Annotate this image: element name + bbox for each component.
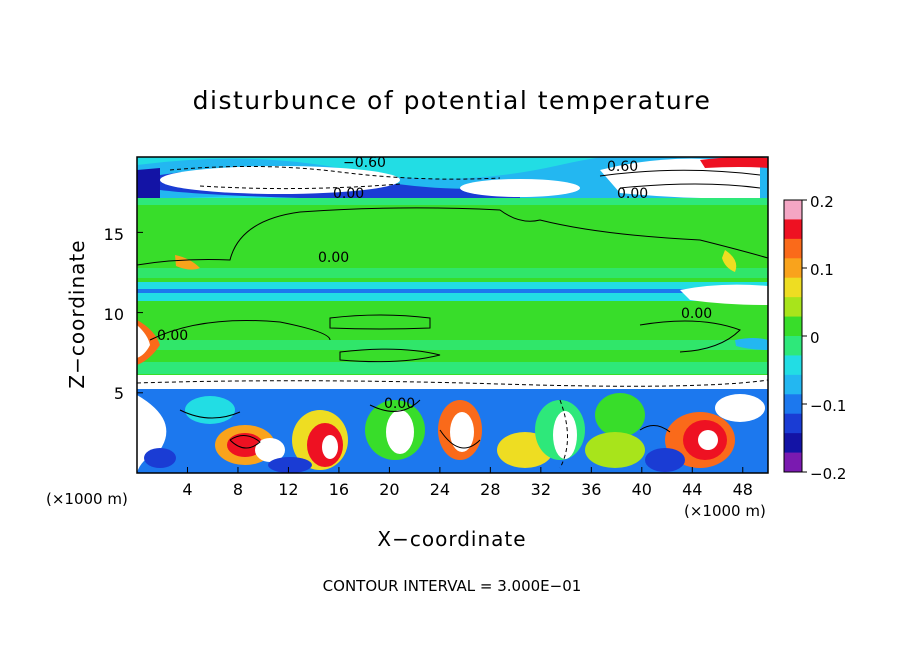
- contour-lines: [137, 165, 768, 469]
- colorbar-tick-label: 0.1: [810, 261, 834, 279]
- colorbar-swatch: [784, 336, 802, 356]
- colorbar-swatch: [784, 238, 802, 259]
- colorbar-tick-label: 0.2: [810, 193, 834, 211]
- y-tick-label: 5: [113, 384, 124, 403]
- x-tick-label: 12: [278, 480, 299, 499]
- x-tick-label: 40: [631, 480, 652, 499]
- x-unit-label: (×1000 m): [684, 502, 766, 520]
- colorbar-swatch: [784, 316, 802, 337]
- contour-label: 0.00: [681, 306, 712, 322]
- contour-label: 0.00: [617, 186, 648, 202]
- colorbar-tick-label: −0.1: [810, 397, 847, 415]
- colorbar-swatch: [784, 258, 802, 279]
- y-axis-label: Z−coordinate: [65, 239, 89, 389]
- x-tick-label: 28: [480, 480, 501, 499]
- colorbar-swatch: [784, 374, 802, 395]
- x-axis-label: X−coordinate: [377, 527, 527, 551]
- x-unit-label: (×1000 m): [46, 490, 128, 508]
- x-tick-label: 20: [379, 480, 400, 499]
- colorbar-swatch: [784, 452, 802, 473]
- plot-frame: [136, 156, 769, 474]
- x-tick-label: 36: [581, 480, 602, 499]
- colorbar-swatch: [784, 394, 802, 415]
- colorbar-frame: [783, 199, 803, 473]
- chart-title: disturbunce of potential temperature: [192, 86, 712, 115]
- contour-label: 0.00: [384, 396, 415, 412]
- x-tick-label: 4: [182, 480, 193, 499]
- x-tick-label: 32: [530, 480, 551, 499]
- x-tick-label: 8: [232, 480, 244, 499]
- contour-label: 0.00: [318, 250, 349, 266]
- contour-interval-note: CONTOUR INTERVAL = 3.000E−01: [322, 577, 582, 595]
- x-tick-label: 24: [429, 480, 451, 499]
- x-tick-label: 44: [682, 480, 703, 499]
- contour-label: 0.00: [333, 186, 364, 202]
- colorbar-tick-label: 0: [810, 329, 820, 347]
- x-tick-label: 48: [732, 480, 753, 499]
- colorbar-swatch: [784, 413, 802, 434]
- colorbar-swatch: [784, 219, 802, 240]
- colorbar-swatch: [784, 433, 802, 454]
- colorbar-swatch: [784, 200, 802, 220]
- colorbar-swatch: [784, 297, 802, 318]
- y-tick-label: 10: [103, 305, 124, 324]
- colorbar: [784, 199, 807, 473]
- contour-label: 0.00: [157, 328, 188, 344]
- colorbar-swatch: [784, 277, 802, 298]
- x-tick-label: 16: [328, 480, 350, 499]
- contour-label: 0.60: [607, 159, 638, 175]
- y-tick-label: 15: [103, 225, 124, 244]
- contour-label-layer: −0.60 0.60 0.00 0.00 0.00 0.00 0.00 0.00: [157, 155, 712, 412]
- contour-label: −0.60: [343, 155, 386, 171]
- colorbar-tick-label: −0.2: [810, 465, 847, 483]
- field-layer: [137, 157, 768, 473]
- colorbar-swatch: [784, 355, 802, 376]
